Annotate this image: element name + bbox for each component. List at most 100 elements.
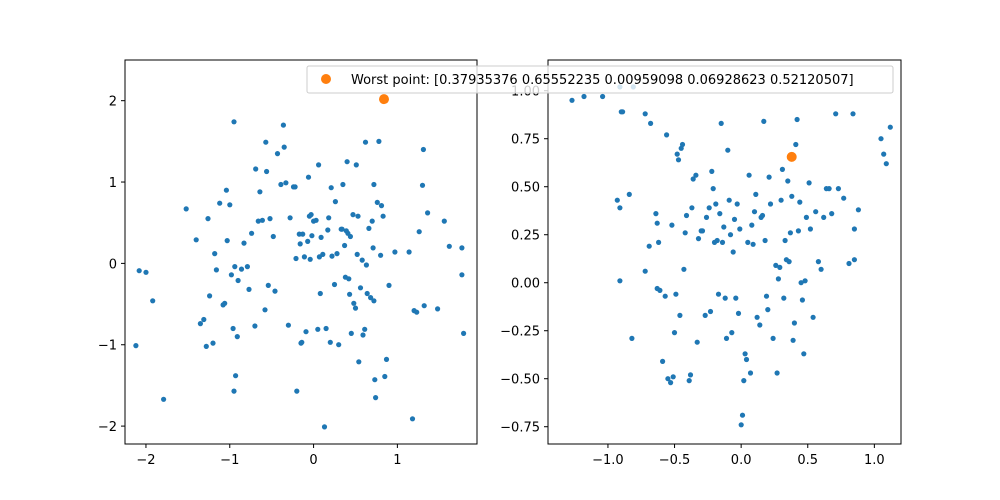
left-scatter-point: [378, 252, 384, 258]
right-scatter-point: [795, 228, 802, 234]
left-worst-point: [379, 94, 389, 105]
right-scatter-point: [670, 374, 676, 380]
right-scatter-point: [681, 266, 687, 272]
left-scatter-point: [150, 298, 156, 304]
right-y-tick-label: 0.00: [511, 277, 540, 292]
left-scatter-point: [325, 227, 331, 233]
right-scatter-point: [765, 307, 771, 313]
left-scatter-point: [340, 181, 346, 188]
left-y-tick-label: −1: [98, 339, 117, 354]
left-scatter-point: [133, 343, 139, 349]
right-y-tick-label: −0.25: [500, 325, 540, 340]
right-scatter-point: [723, 335, 730, 341]
right-scatter-point: [717, 211, 723, 217]
left-scatter-point: [409, 416, 416, 422]
left-scatter-point: [280, 122, 286, 128]
left-scatter-point: [362, 326, 368, 332]
left-scatter-point: [224, 238, 230, 244]
left-scatter-point: [313, 217, 319, 223]
left-scatter-point: [323, 325, 329, 332]
right-scatter-point: [778, 197, 784, 203]
right-scatter-point: [767, 201, 774, 207]
right-worst-point-layer: [786, 151, 797, 162]
left-scatter-point: [321, 424, 328, 430]
right-scatter-point: [703, 214, 710, 220]
right-scatter-point: [731, 216, 738, 222]
left-y-tick-label: 1: [109, 176, 117, 191]
left-scatter-point: [272, 288, 278, 294]
left-scatter-point: [264, 168, 270, 175]
right-scatter-point: [642, 268, 648, 274]
right-y-tick-label: −0.75: [500, 421, 540, 436]
left-scatter-point: [267, 216, 273, 222]
left-scatter-point: [197, 321, 203, 327]
left-scatter-point: [223, 187, 229, 193]
right-scatter-point: [751, 209, 758, 215]
left-scatter-point: [420, 146, 426, 153]
left-scatter-point: [231, 119, 237, 125]
left-scatter-point: [327, 339, 333, 345]
left-scatter-point: [294, 388, 300, 394]
left-scatter-point: [233, 373, 239, 379]
right-scatter-point: [671, 330, 678, 336]
left-scatter-point: [253, 166, 259, 172]
right-scatter-point: [887, 124, 893, 130]
left-scatter-point: [281, 144, 287, 150]
right-scatter-point: [813, 209, 819, 215]
left-scatter-point: [307, 256, 313, 262]
right-scatter-point: [766, 174, 772, 180]
right-scatter-point: [759, 212, 766, 219]
left-scatter-point: [425, 210, 431, 216]
left-scatter-point: [283, 180, 289, 186]
left-scatter-point: [231, 388, 237, 394]
right-scatter-point: [714, 237, 720, 244]
right-scatter-point: [815, 259, 822, 265]
left-scatter-point: [386, 282, 392, 288]
left-scatter-point: [373, 395, 379, 401]
right-scatter-point: [683, 212, 690, 219]
left-scatter-point: [227, 202, 233, 208]
left-scatter-point: [213, 267, 219, 273]
left-scatter-point: [416, 229, 422, 235]
left-scatter-point: [380, 213, 386, 219]
left-x-axis-ticks: −2 −1 0 1: [136, 444, 402, 468]
right-scatter-point: [781, 295, 787, 301]
right-scatter-point: [745, 239, 751, 245]
left-scatter-point: [363, 262, 369, 268]
left-scatter-point: [161, 396, 167, 402]
right-scatter-point: [702, 312, 708, 318]
left-scatter-point: [339, 226, 345, 232]
right-scatter-point: [881, 151, 887, 157]
right-scatter-point: [829, 211, 835, 217]
left-scatter-point: [347, 233, 353, 240]
right-scatter-point: [787, 230, 794, 236]
right-scatter-point: [833, 111, 839, 117]
left-scatter-point: [336, 342, 342, 348]
right-scatter-point: [770, 335, 776, 341]
right-scatter-point: [600, 93, 606, 100]
left-scatter-point: [362, 139, 369, 145]
left-scatter-point: [300, 231, 306, 237]
left-scatter-point: [308, 212, 314, 218]
right-scatter-point: [674, 151, 680, 157]
right-scatter-point: [679, 141, 686, 148]
right-scatter-point: [810, 314, 816, 320]
legend-label: Worst point: [0.37935376 0.65552235 0.00…: [351, 73, 854, 88]
left-scatter-point: [371, 181, 377, 188]
left-scatter-point: [143, 269, 149, 275]
left-scatter-point: [246, 286, 252, 292]
right-x-tick-label: 0.0: [731, 453, 752, 468]
left-scatter-point: [285, 322, 291, 328]
left-scatter-point: [459, 272, 465, 278]
right-scatter-point: [777, 264, 783, 270]
left-scatter-point: [203, 343, 209, 349]
right-scatter-point: [737, 226, 743, 232]
right-scatter-point: [689, 205, 695, 211]
left-scatter-point: [421, 303, 427, 309]
right-scatter-point: [686, 378, 692, 384]
right-scatter-point: [747, 370, 754, 376]
left-scatter-point: [364, 290, 370, 297]
right-scatter-point: [835, 186, 842, 192]
right-scatter-point: [743, 356, 750, 363]
left-scatter-point: [274, 151, 281, 157]
